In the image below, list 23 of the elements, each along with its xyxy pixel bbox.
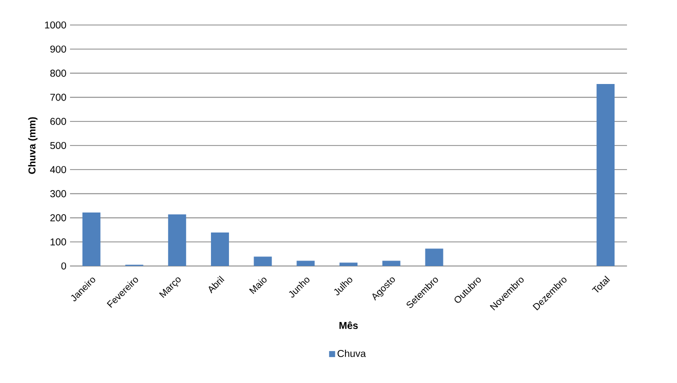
y-axis-title: Chuva (mm): [28, 117, 38, 174]
y-tick-label: 700: [50, 94, 66, 101]
y-tick-label: 800: [50, 70, 66, 77]
bar: [596, 84, 615, 266]
bar: [82, 212, 100, 266]
y-tick-label: 600: [50, 118, 66, 125]
bar: [382, 260, 400, 266]
bar: [168, 214, 186, 266]
y-tick-label: 300: [50, 190, 66, 198]
y-tick-label: 0: [61, 262, 66, 270]
x-axis-title: Mês: [339, 321, 358, 330]
bar: [425, 248, 444, 266]
y-tick-label: 900: [50, 46, 66, 53]
bar: [254, 256, 272, 266]
y-tick-label: 1000: [45, 21, 66, 29]
y-tick-label: 200: [50, 214, 66, 222]
bar: [296, 260, 315, 266]
legend-label: Chuva: [338, 350, 366, 358]
bar: [210, 232, 229, 266]
y-tick-label: 400: [50, 166, 66, 174]
y-tick-label: 100: [50, 238, 66, 246]
bar: [340, 262, 358, 266]
y-tick-label: 500: [50, 142, 66, 150]
